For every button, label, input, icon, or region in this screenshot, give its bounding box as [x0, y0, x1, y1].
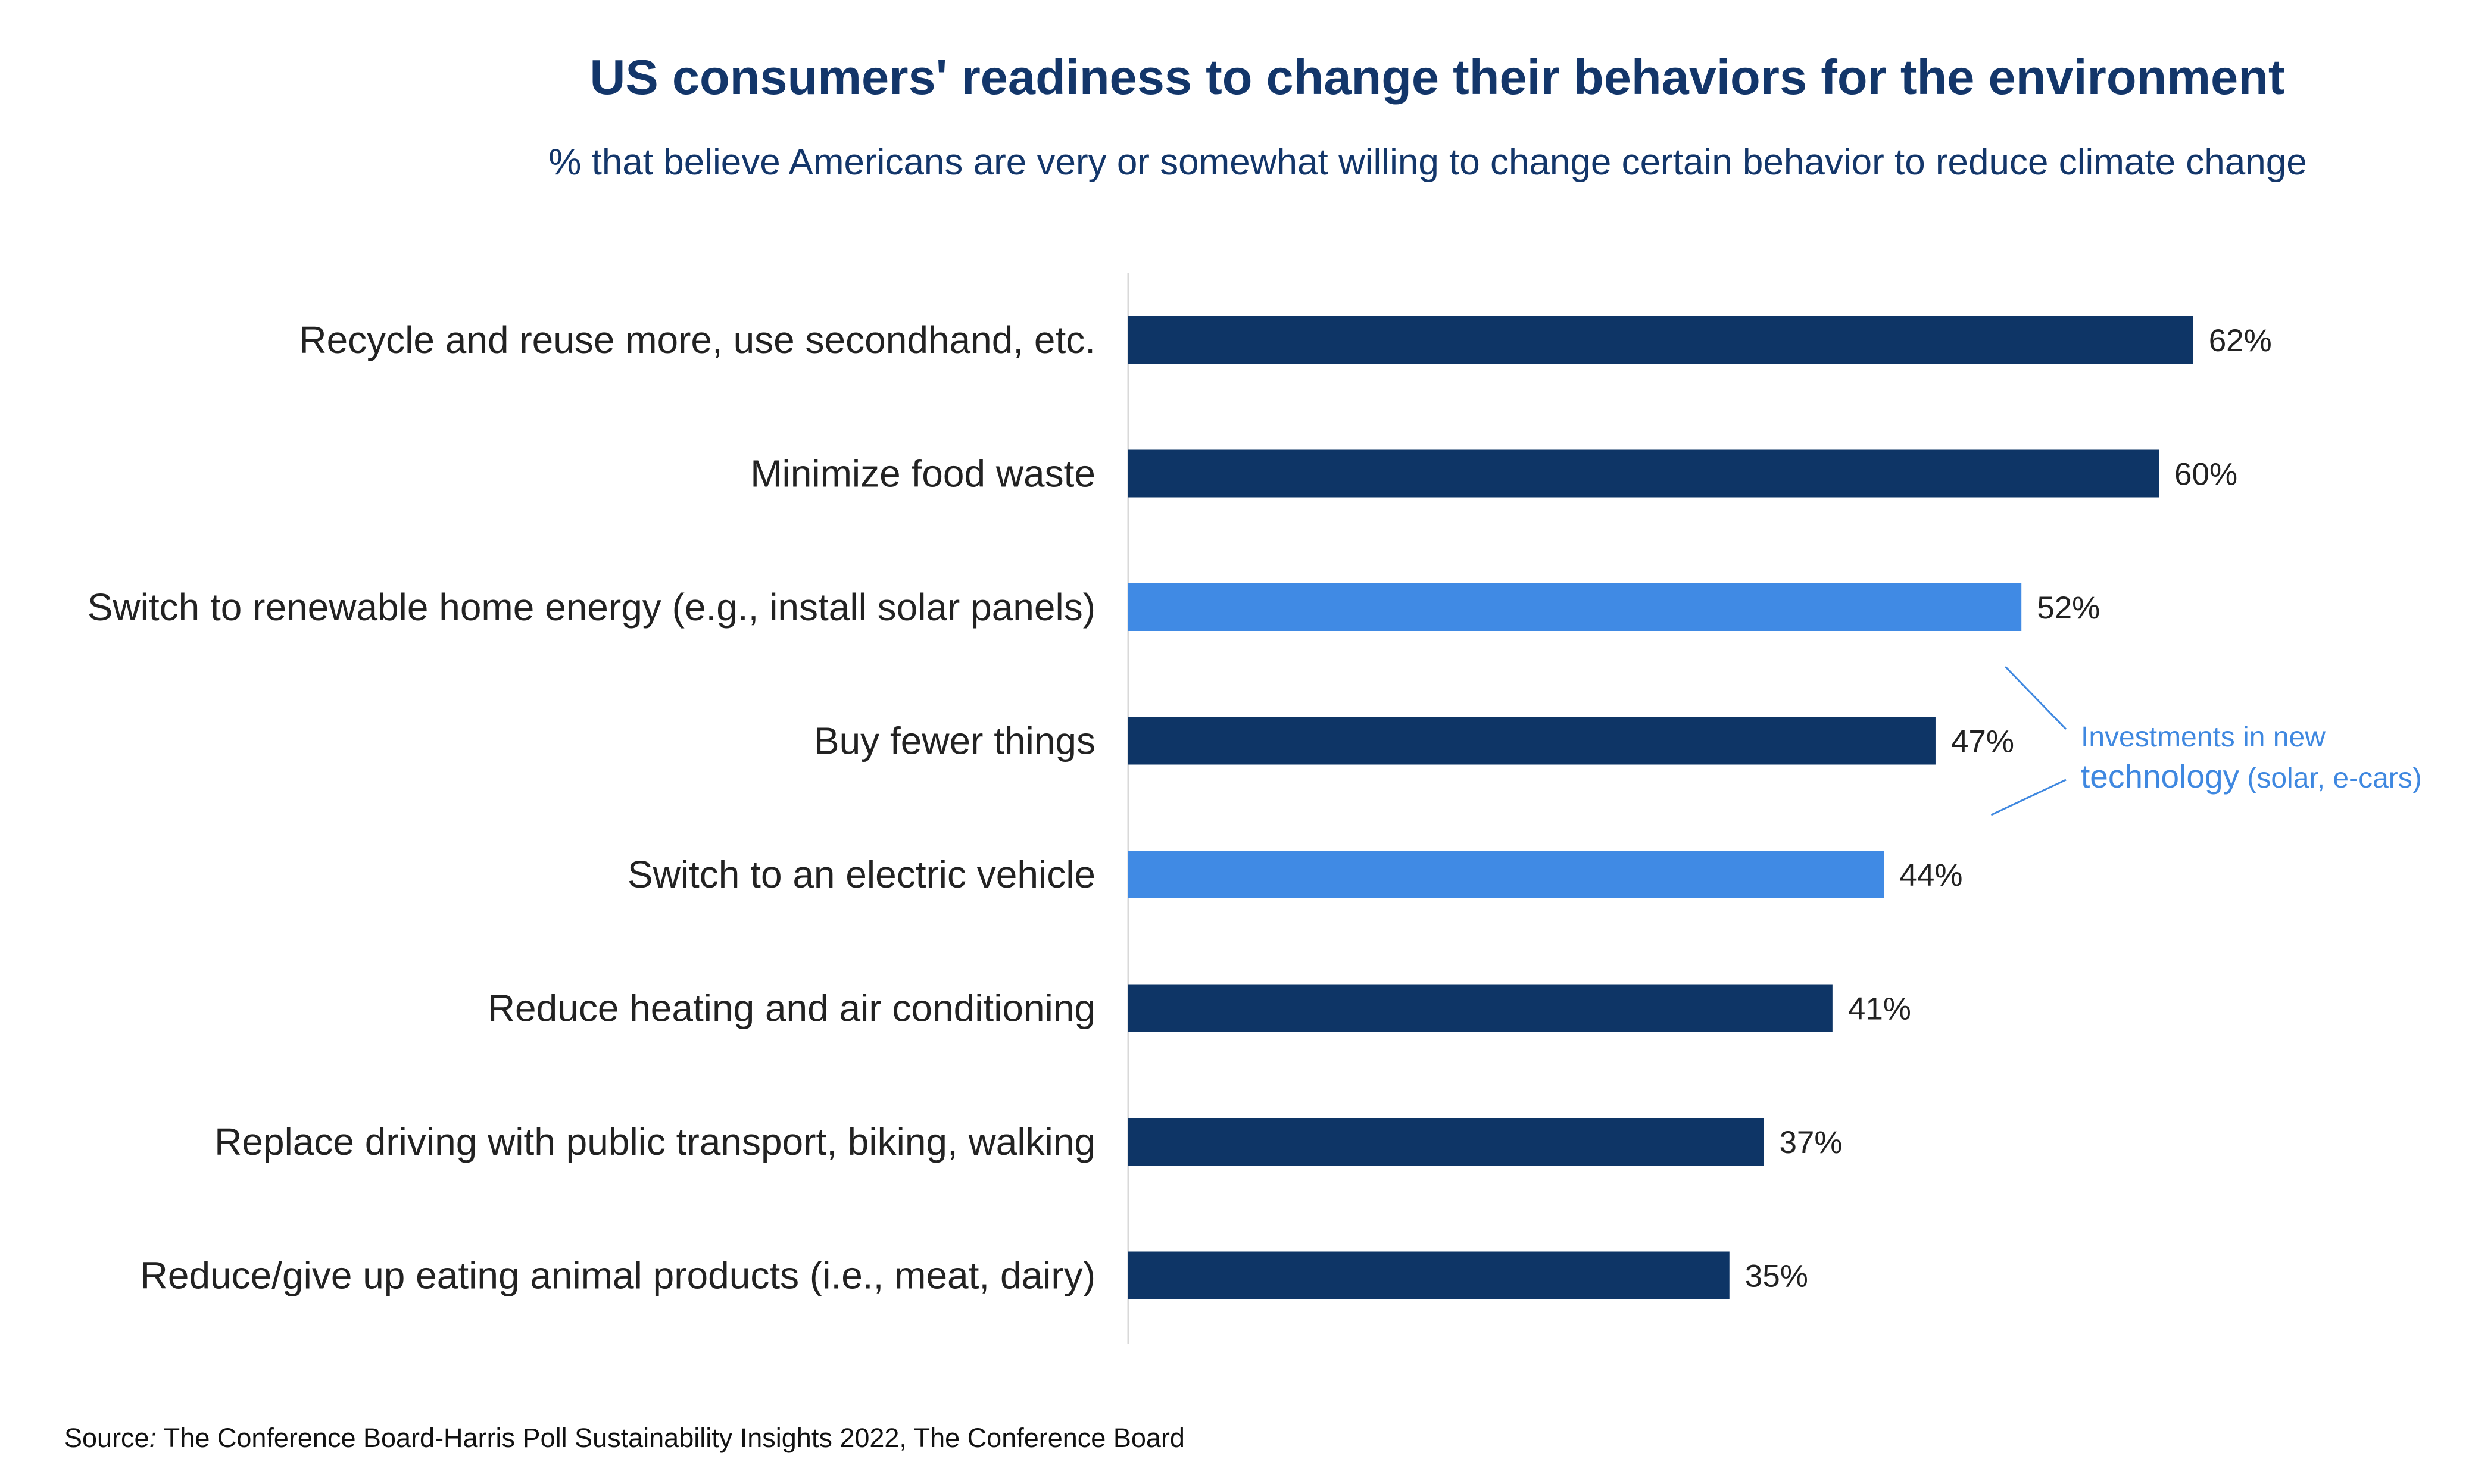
bar-row: Recycle and reuse more, use secondhand, …	[299, 316, 2272, 364]
category-label: Switch to an electric vehicle	[628, 853, 1095, 896]
annotation-leader-line-bottom	[1990, 779, 2067, 816]
value-label: 41%	[1848, 992, 1911, 1027]
category-label: Replace driving with public transport, b…	[214, 1120, 1095, 1163]
bar-row: Minimize food waste 60%	[750, 449, 2237, 498]
source-text: The Conference Board-Harris Poll Sustain…	[157, 1423, 1185, 1453]
bar	[1128, 583, 2022, 631]
category-label: Reduce/give up eating animal products (i…	[141, 1254, 1095, 1297]
bar	[1128, 1251, 1730, 1299]
bar	[1128, 449, 2159, 498]
bar	[1128, 1118, 1764, 1166]
annotation-text-examples: (solar, e-cars)	[2247, 763, 2421, 794]
bar-row: Reduce heating and air conditioning 41%	[488, 984, 1911, 1032]
value-label: 37%	[1779, 1125, 1842, 1160]
annotation-text-line1: Investments in new	[2081, 721, 2326, 753]
chart-subtitle: % that believe Americans are very or som…	[548, 142, 2307, 183]
annotation-text-line2: technology (solar, e-cars)	[2081, 758, 2422, 795]
bar	[1128, 717, 1936, 765]
bars-group: Recycle and reuse more, use secondhand, …	[88, 316, 2272, 1299]
annotation-text-technology: technology	[2081, 758, 2240, 795]
category-label: Minimize food waste	[750, 452, 1095, 495]
source-colon: :	[149, 1423, 157, 1453]
bar-row: Reduce/give up eating animal products (i…	[141, 1251, 1808, 1299]
bar	[1128, 984, 1833, 1032]
annotation-leader-line-top	[2005, 666, 2067, 730]
category-label: Buy fewer things	[814, 720, 1095, 763]
source-note: Source: The Conference Board-Harris Poll…	[64, 1423, 1185, 1454]
bar	[1128, 851, 1884, 898]
chart-title: US consumers' readiness to change their …	[589, 49, 2285, 105]
bar-row: Buy fewer things 47%	[814, 717, 2014, 765]
value-label: 60%	[2174, 457, 2237, 492]
bar-row: Replace driving with public transport, b…	[214, 1118, 1843, 1166]
bar-row: Switch to renewable home energy (e.g., i…	[88, 583, 2100, 631]
value-label: 44%	[1899, 858, 1962, 893]
value-label: 62%	[2209, 323, 2272, 358]
category-label: Switch to renewable home energy (e.g., i…	[88, 586, 1095, 629]
bar	[1128, 316, 2193, 364]
source-prefix: Source	[64, 1423, 149, 1453]
annotation-group: Investments in new technology (solar, e-…	[1990, 666, 2422, 816]
value-label: 47%	[1951, 724, 2014, 760]
category-label: Recycle and reuse more, use secondhand, …	[299, 318, 1095, 361]
value-label: 52%	[2037, 591, 2100, 626]
category-label: Reduce heating and air conditioning	[488, 987, 1095, 1030]
bar-row: Switch to an electric vehicle 44%	[628, 851, 1962, 898]
value-label: 35%	[1745, 1259, 1808, 1294]
